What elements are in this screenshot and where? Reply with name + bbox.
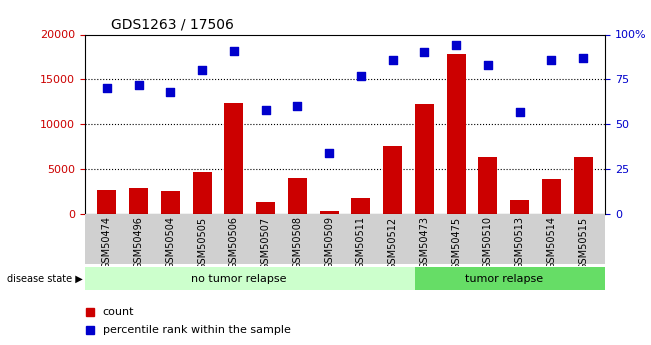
Text: GDS1263 / 17506: GDS1263 / 17506 (111, 18, 234, 32)
Text: disease state ▶: disease state ▶ (7, 274, 83, 284)
Text: GSM50475: GSM50475 (451, 216, 461, 269)
Text: GSM50510: GSM50510 (483, 216, 493, 269)
Point (451, 42, 462, 48)
Bar (98, 190, 117, 214)
Bar (129, 188, 148, 214)
Bar (574, 157, 592, 214)
Bar (352, 198, 370, 214)
Point (102, 86, 112, 91)
Point (578, 55, 589, 61)
Text: GSM50512: GSM50512 (387, 216, 398, 269)
Bar (193, 172, 212, 214)
Point (197, 68, 207, 73)
Text: GSM50509: GSM50509 (324, 216, 334, 269)
Point (419, 50, 430, 55)
Point (546, 57, 557, 62)
Point (165, 89, 176, 95)
Text: GSM50513: GSM50513 (515, 216, 525, 269)
Point (483, 62, 493, 68)
Text: GSM50504: GSM50504 (165, 216, 175, 269)
Bar (542, 179, 561, 214)
Bar (415, 267, 605, 290)
Text: GSM50474: GSM50474 (102, 216, 112, 269)
Point (355, 73, 366, 79)
Text: GSM50505: GSM50505 (197, 216, 207, 269)
Bar (447, 54, 465, 214)
Text: no tumor relapse: no tumor relapse (191, 274, 286, 284)
Text: GSM50507: GSM50507 (260, 216, 271, 269)
Bar (320, 211, 339, 214)
Point (229, 48, 239, 53)
Text: tumor relapse: tumor relapse (465, 274, 543, 284)
Point (514, 109, 525, 115)
Bar (288, 178, 307, 214)
Text: GSM50473: GSM50473 (419, 216, 430, 269)
Text: percentile rank within the sample: percentile rank within the sample (103, 325, 291, 335)
Bar (383, 146, 402, 214)
Bar (415, 105, 434, 214)
Bar (478, 157, 497, 214)
Point (260, 107, 271, 112)
Bar (85, 267, 415, 290)
Text: GSM50496: GSM50496 (133, 216, 144, 269)
Text: count: count (103, 307, 134, 317)
Point (292, 104, 303, 109)
Bar (510, 199, 529, 214)
Text: GSM50515: GSM50515 (578, 216, 589, 269)
Bar (256, 202, 275, 214)
Point (133, 82, 144, 88)
Bar (161, 190, 180, 214)
Text: GSM50506: GSM50506 (229, 216, 239, 269)
Bar (225, 103, 243, 214)
Text: GSM50508: GSM50508 (292, 216, 303, 269)
Text: GSM50514: GSM50514 (546, 216, 557, 269)
Point (324, 150, 335, 156)
Text: GSM50511: GSM50511 (356, 216, 366, 269)
Point (387, 57, 398, 62)
